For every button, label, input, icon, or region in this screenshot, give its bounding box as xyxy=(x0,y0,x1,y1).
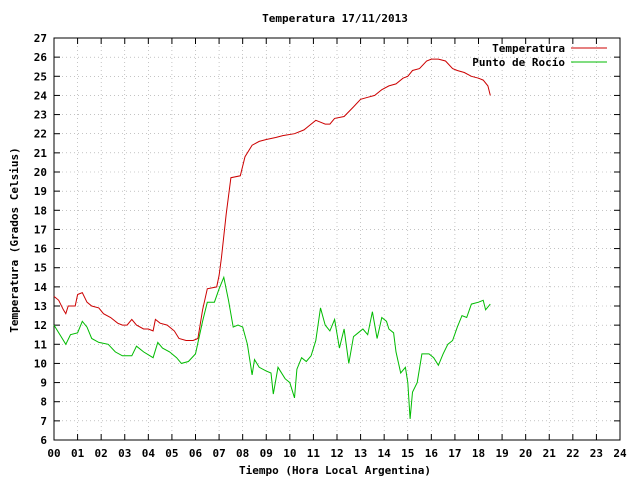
x-tick-label: 10 xyxy=(283,447,296,460)
x-tick-label: 14 xyxy=(378,447,392,460)
x-tick-label: 18 xyxy=(472,447,485,460)
legend-label-punto-de-rocio: Punto de Rocío xyxy=(472,56,565,69)
series-line-temperatura xyxy=(53,58,491,341)
x-tick-label: 08 xyxy=(236,447,249,460)
y-tick-label: 18 xyxy=(34,204,47,217)
y-tick-label: 10 xyxy=(34,357,47,370)
x-tick-label: 12 xyxy=(330,447,343,460)
x-tick-label: 19 xyxy=(495,447,508,460)
y-tick-label: 25 xyxy=(34,70,47,83)
x-tick-label: 22 xyxy=(566,447,579,460)
y-tick-label: 11 xyxy=(34,338,48,351)
x-tick-label: 23 xyxy=(590,447,603,460)
x-tick-label: 04 xyxy=(142,447,156,460)
x-tick-label: 17 xyxy=(448,447,461,460)
y-tick-label: 24 xyxy=(34,89,48,102)
y-tick-label: 27 xyxy=(34,32,47,45)
x-tick-label: 06 xyxy=(189,447,203,460)
legend: Temperatura Punto de Rocío xyxy=(472,42,607,69)
y-tick-label: 22 xyxy=(34,128,47,141)
y-tick-label: 21 xyxy=(34,147,48,160)
x-tick-label: 13 xyxy=(354,447,367,460)
y-axis-label: Temperatura (Grados Celsius) xyxy=(8,147,21,332)
grid-lines xyxy=(54,38,620,440)
y-tick-label: 6 xyxy=(40,434,47,447)
axes: 00 01 02 03 04 05 06 07 08 09 10 11 12 13 14 15 16 17 18 19… xyxy=(34,32,627,460)
y-tick-label: 7 xyxy=(40,415,47,428)
y-tick-label: 20 xyxy=(34,166,47,179)
y-tick-label: 14 xyxy=(34,281,48,294)
series-lines xyxy=(53,58,491,419)
x-tick-label: 05 xyxy=(165,447,178,460)
y-tick-label: 8 xyxy=(40,396,47,409)
x-tick-label: 00 xyxy=(47,447,60,460)
x-tick-label: 24 xyxy=(613,447,627,460)
y-tick-label: 23 xyxy=(34,109,47,122)
x-tick-label: 09 xyxy=(260,447,273,460)
x-tick-label: 15 xyxy=(401,447,414,460)
y-tick-label: 15 xyxy=(34,262,47,275)
x-tick-label: 02 xyxy=(95,447,108,460)
x-tick-label: 03 xyxy=(118,447,131,460)
y-tick-label: 16 xyxy=(34,243,48,256)
y-tick-label: 13 xyxy=(34,300,47,313)
x-tick-label: 07 xyxy=(212,447,225,460)
y-tick-label: 19 xyxy=(34,185,47,198)
x-tick-label: 21 xyxy=(543,447,557,460)
legend-label-temperatura: Temperatura xyxy=(492,42,565,55)
y-tick-label: 9 xyxy=(40,377,47,390)
x-tick-label: 11 xyxy=(307,447,321,460)
chart-title: Temperatura 17/11/2013 xyxy=(262,12,408,25)
series-line-punto-de-rocio xyxy=(53,275,491,419)
y-tick-label: 12 xyxy=(34,319,47,332)
x-axis-label: Tiempo (Hora Local Argentina) xyxy=(239,464,431,477)
y-tick-label: 17 xyxy=(34,223,47,236)
x-tick-label: 20 xyxy=(519,447,532,460)
y-tick-label: 26 xyxy=(34,51,48,64)
x-tick-label: 01 xyxy=(71,447,85,460)
x-tick-label: 16 xyxy=(425,447,439,460)
